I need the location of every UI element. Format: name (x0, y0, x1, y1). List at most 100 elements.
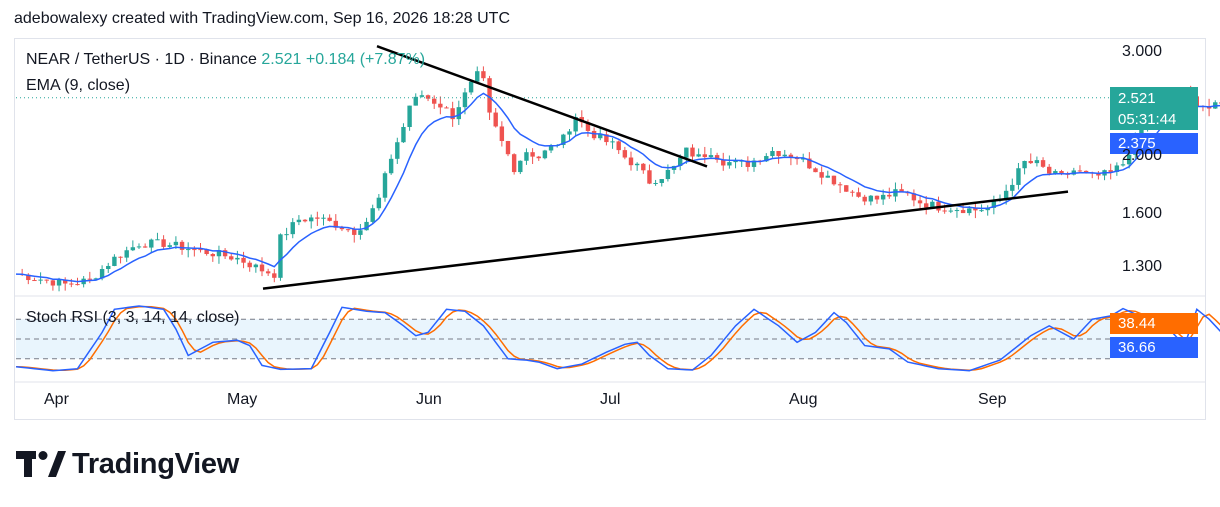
candle-body (573, 117, 578, 132)
price-axis-tick: 3.000 (1122, 43, 1163, 60)
candle-body (290, 222, 295, 235)
candle-body (567, 131, 572, 135)
candle-body (388, 158, 394, 174)
candle-body (475, 71, 480, 82)
candle-body (493, 112, 498, 127)
candle-body (1003, 190, 1009, 199)
candle-body (585, 122, 591, 131)
candle-body (278, 234, 283, 278)
candle-body (44, 279, 49, 281)
candle-body (130, 247, 136, 251)
candle-body (419, 95, 425, 97)
candle-body (930, 201, 935, 208)
candle-body (56, 279, 62, 286)
candle-body (518, 160, 523, 173)
candle-body (684, 147, 689, 158)
candle-body (536, 156, 541, 159)
last-price-tag: 2.521 05:31:44 (1110, 87, 1198, 130)
candle-body (204, 249, 209, 255)
candle-body (751, 160, 757, 167)
candle-body (598, 134, 603, 139)
candle-body (235, 257, 240, 260)
candle-body (991, 199, 997, 208)
candle-body (75, 284, 80, 286)
candle-body (653, 182, 658, 184)
price-axis-tick: 1.600 (1122, 204, 1163, 222)
candle-body (954, 210, 960, 212)
descending-trendline (376, 45, 708, 168)
candle-body (173, 241, 179, 246)
ascending-trendline (262, 190, 1069, 290)
candle-body (1114, 165, 1120, 172)
bar-countdown: 05:31:44 (1118, 111, 1177, 128)
candle-body (924, 203, 929, 208)
candle-body (678, 157, 683, 166)
candle-body (622, 150, 628, 158)
candle-body (376, 197, 382, 209)
candle-body (309, 217, 314, 222)
candle-body (1096, 173, 1101, 176)
candles (19, 66, 1220, 292)
ema-legend[interactable]: EMA (9, close) (26, 77, 131, 94)
chart-frame[interactable] (14, 38, 1206, 420)
candle-body (591, 130, 597, 139)
candle-body (880, 194, 886, 200)
time-axis-tick: Jul (600, 391, 621, 408)
candle-body (979, 210, 984, 212)
candle-body (142, 246, 148, 248)
candle-body (456, 107, 461, 120)
candle-body (99, 269, 105, 279)
candle-body (481, 71, 486, 79)
candle-body (782, 154, 787, 157)
candle-body (38, 279, 43, 281)
candle-body (825, 175, 830, 178)
candle-body (124, 250, 129, 258)
candle-body (862, 196, 867, 202)
candle-body (714, 155, 720, 160)
candle-body (358, 230, 363, 235)
candle-body (973, 208, 978, 211)
candle-body (788, 154, 794, 158)
candle-body (641, 163, 646, 171)
candle-body (229, 256, 234, 260)
symbol-legend[interactable]: NEAR / TetherUS · 1D · Binance 2.521 +0.… (26, 51, 425, 69)
candle-body (63, 279, 68, 284)
candle-body (1108, 170, 1113, 172)
chart-credit: adebowalexy created with TradingView.com… (14, 10, 510, 27)
time-axis-tick: May (227, 391, 258, 408)
candle-body (284, 234, 289, 236)
stoch-k-tag: 38.44 (1110, 313, 1198, 334)
candle-body (530, 152, 535, 157)
candle-body (874, 195, 880, 200)
candle-body (764, 156, 769, 162)
candle-body (659, 179, 664, 183)
candle-body (327, 217, 332, 221)
candle-body (1010, 184, 1015, 191)
price-change: +0.184 (+7.87%) (305, 51, 426, 68)
candle-body (487, 78, 492, 113)
candle-body (26, 274, 31, 281)
candle-body (628, 157, 634, 166)
candle-body (616, 141, 621, 151)
candle-body (960, 210, 966, 214)
candle-body (733, 160, 738, 163)
candle-body (149, 239, 154, 248)
time-axis-tick: Aug (789, 391, 818, 408)
candle-body (1083, 170, 1089, 173)
candle-body (1040, 160, 1046, 167)
candle-body (1126, 154, 1132, 165)
candle-body (561, 134, 566, 145)
candle-body (807, 158, 812, 169)
candle-body (222, 250, 228, 257)
candle-body (352, 229, 357, 235)
candle-body (302, 219, 308, 222)
stoch-rsi-legend[interactable]: Stoch RSI (3, 3, 14, 14, close) (26, 309, 240, 326)
time-axis-tick: Sep (978, 391, 1007, 408)
candle-body (917, 200, 923, 204)
candle-body (93, 278, 99, 280)
tradingview-logo: TradingView (16, 447, 239, 481)
price-axis-tick: 1.300 (1122, 258, 1163, 275)
time-axis-tick: Jun (416, 391, 442, 408)
candle-body (856, 192, 861, 197)
